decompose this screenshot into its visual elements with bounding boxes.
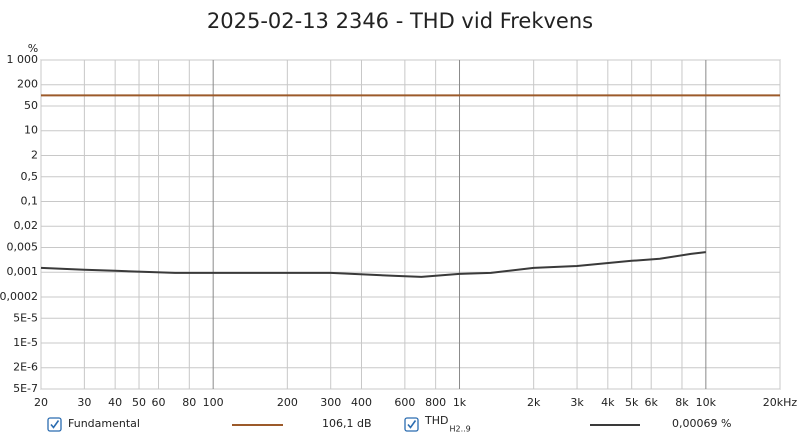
legend-label: Fundamental [68,417,140,430]
legend-checkbox[interactable] [47,417,62,432]
x-tick-label: 300 [320,396,341,409]
y-tick-label: 1 000 [7,53,39,66]
y-tick-label: 0,5 [21,170,39,183]
series-line [40,251,706,278]
y-tick-label: 10 [24,124,38,137]
x-tick-label: 20 [34,396,48,409]
x-tick-label: 1k [453,396,467,409]
check-mark [407,420,417,429]
x-tick-label: 80 [182,396,196,409]
y-tick-label: 2 [31,148,38,161]
x-tick-label: 5k [625,396,639,409]
x-tick-label: 50 [132,396,146,409]
y-tick-label: 1E-5 [13,336,38,349]
y-tick-label: 200 [17,78,38,91]
x-tick-label: 100 [203,396,224,409]
y-tick-label: 0,005 [7,241,39,254]
x-tick-label: 400 [351,396,372,409]
x-tick-label: 2k [527,396,541,409]
y-tick-label: 5E-5 [13,311,38,324]
y-unit: % [28,42,38,55]
x-tick-label: 20kHz [763,396,798,409]
legend-readout: 106,1 dB [322,417,372,430]
y-tick-label: 0,001 [7,265,39,278]
y-tick-label: 2E-6 [13,361,38,374]
x-tick-label: 800 [425,396,446,409]
x-tick-label: 200 [277,396,298,409]
y-tick-label: 0,0002 [0,290,38,303]
x-tick-label: 40 [108,396,122,409]
x-tick-label: 3k [570,396,584,409]
y-tick-label: 50 [24,99,38,112]
y-tick-label: 0,1 [21,194,39,207]
x-tick-label: 600 [394,396,415,409]
plot-area [40,59,781,390]
x-tick-label: 6k [645,396,659,409]
x-tick-label: 30 [77,396,91,409]
legend-item[interactable]: Fundamental 106,1 dB [47,417,372,432]
legend-checkbox[interactable] [404,417,419,432]
chart-title: 2025-02-13 2346 - THD vid Frekvens [207,9,593,33]
y-tick-label: 5E-7 [13,382,38,395]
legend-subscript: H2..9 [449,425,470,434]
x-tick-label: 4k [601,396,615,409]
x-tick-label: 10k [696,396,717,409]
legend-readout: 0,00069 % [672,417,731,430]
x-tick-label: 60 [152,396,166,409]
y-tick-label: 0,02 [14,219,39,232]
legend-label: THD [424,414,448,427]
check-mark [50,420,60,429]
x-tick-label: 8k [675,396,689,409]
